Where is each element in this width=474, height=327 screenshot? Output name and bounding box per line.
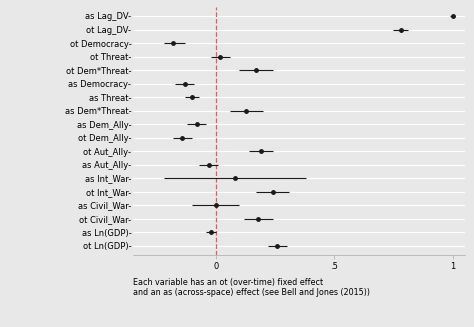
X-axis label: Each variable has an ot (over-time) fixed effect
and an as (across-space) effect: Each variable has an ot (over-time) fixe… <box>133 278 370 297</box>
